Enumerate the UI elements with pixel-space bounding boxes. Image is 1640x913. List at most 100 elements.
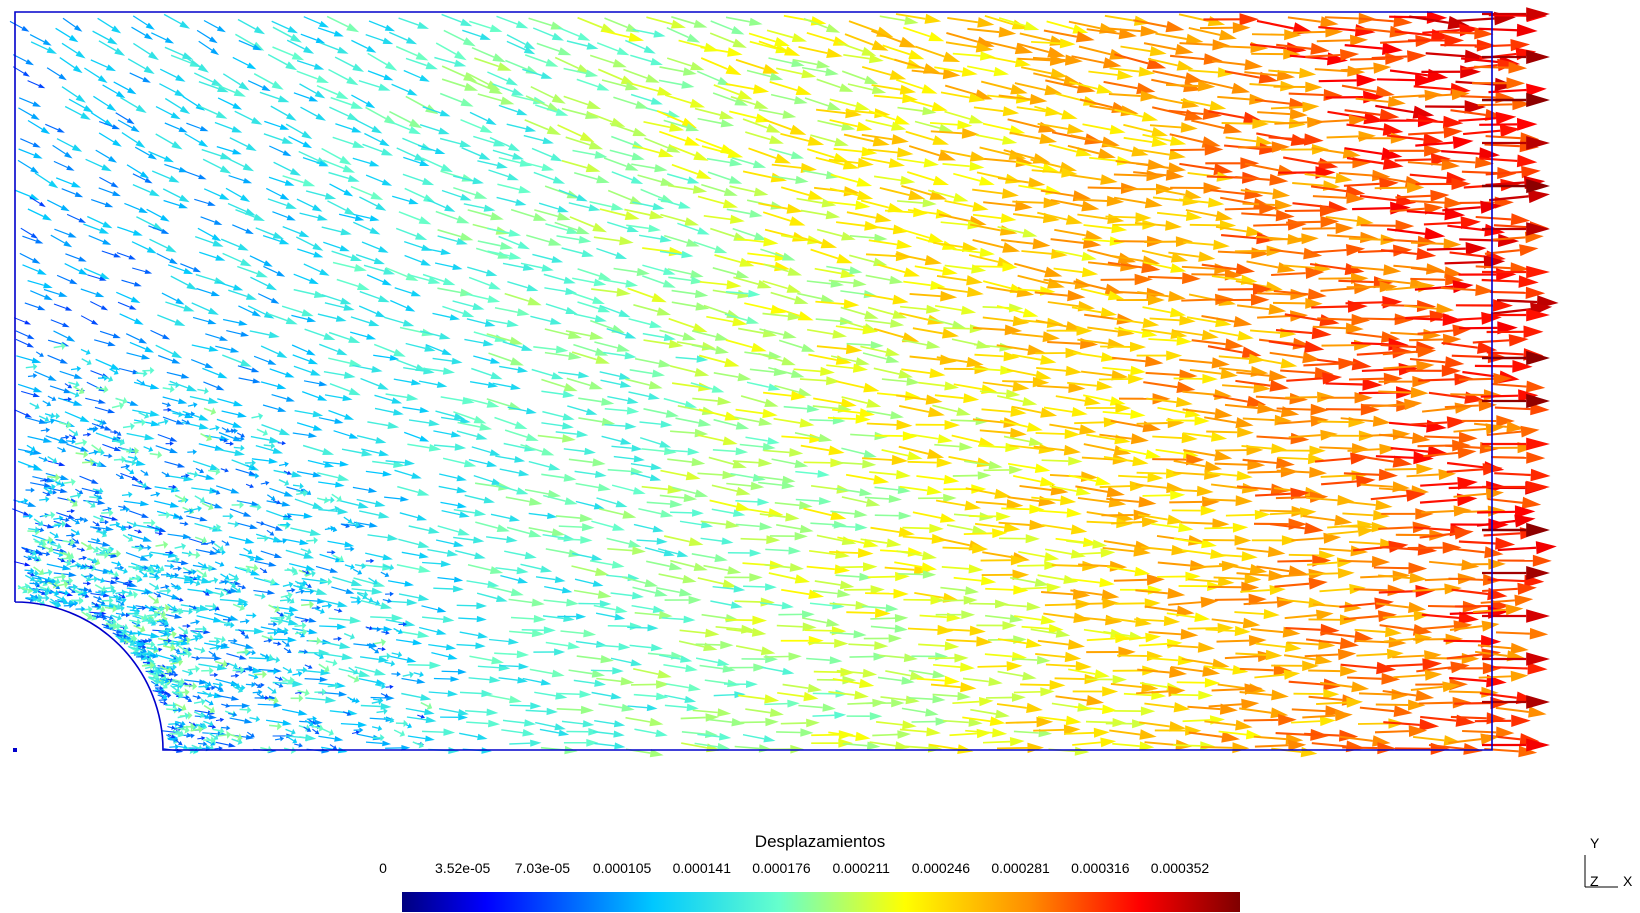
- vector-arrow-shaft: [495, 567, 518, 572]
- vector-arrow-head: [855, 200, 871, 210]
- vector-arrow-head: [1197, 80, 1216, 92]
- vector-arrow-shaft: [427, 548, 448, 554]
- vector-arrow-head: [242, 163, 255, 172]
- vector-arrow-shaft: [366, 274, 384, 283]
- vector-arrow-head: [1096, 84, 1113, 94]
- vector-arrow-head: [80, 112, 91, 120]
- vector-arrow-head: [418, 594, 430, 602]
- vector-arrow-head: [894, 115, 910, 125]
- vector-arrow-shaft: [453, 175, 474, 182]
- vector-arrow-shaft: [303, 16, 321, 25]
- vector-arrow-shaft: [156, 591, 173, 598]
- vector-arrow-head: [1061, 167, 1078, 178]
- vector-arrow-head: [548, 237, 562, 246]
- vector-arrow-shaft: [384, 316, 404, 324]
- vector-arrow-head: [358, 670, 371, 678]
- vector-arrow-shaft: [1068, 668, 1096, 675]
- vector-arrow-head: [968, 114, 984, 124]
- vector-arrow-shaft: [422, 561, 442, 565]
- vector-arrow-shaft: [360, 656, 379, 661]
- vector-arrow-shaft: [146, 208, 162, 218]
- vector-arrow-shaft: [636, 539, 657, 543]
- vector-arrow-shaft: [467, 78, 491, 90]
- vector-arrow-head: [1064, 651, 1082, 663]
- vector-arrow-shaft: [541, 390, 564, 395]
- vector-arrow-shaft: [228, 536, 246, 542]
- vector-arrow-head: [1520, 425, 1540, 438]
- vector-arrow-head: [594, 150, 608, 159]
- vector-arrow-shaft: [943, 327, 970, 330]
- vector-arrow-shaft: [1189, 368, 1222, 375]
- vector-arrow-head: [272, 232, 284, 239]
- vector-arrow-head: [333, 30, 344, 37]
- vector-arrow-head: [1176, 381, 1196, 393]
- vector-arrow-shaft: [1173, 459, 1206, 468]
- vector-arrow-shaft: [1034, 105, 1063, 116]
- vector-arrow-head: [808, 635, 824, 646]
- vector-arrow-shaft: [867, 148, 898, 154]
- vector-arrow-shaft: [1440, 158, 1476, 164]
- vector-arrow-shaft: [434, 56, 456, 65]
- vector-arrow-head: [139, 555, 149, 561]
- vector-arrow-shaft: [1081, 456, 1113, 461]
- vector-arrow-head: [1096, 380, 1113, 391]
- vector-arrow-shaft: [1254, 744, 1289, 748]
- vector-arrow-shaft: [1143, 261, 1172, 269]
- vector-arrow-head: [337, 507, 349, 515]
- vector-arrow-shaft: [1142, 133, 1172, 142]
- vector-arrow-shaft: [259, 91, 280, 100]
- vector-arrow-shaft: [458, 617, 477, 620]
- vector-arrow-shaft: [730, 472, 754, 479]
- vector-arrow-head: [1036, 655, 1051, 665]
- vector-arrow-head: [686, 238, 700, 247]
- vector-arrow-shaft: [218, 431, 235, 439]
- vector-arrow-head: [1165, 220, 1182, 231]
- vector-arrow-shaft: [1393, 674, 1426, 679]
- vector-arrow-shaft: [293, 288, 315, 296]
- vector-arrow-head: [925, 394, 943, 405]
- vector-arrow-head: [1241, 581, 1260, 593]
- vector-arrow-head: [1392, 570, 1411, 582]
- vector-arrow-shaft: [841, 396, 868, 405]
- vector-arrow-shaft: [1205, 628, 1236, 632]
- vector-arrow-shaft: [812, 589, 838, 595]
- vector-arrow-shaft: [53, 330, 68, 339]
- vector-arrow-head: [1026, 602, 1041, 611]
- vector-arrow-shaft: [1273, 289, 1309, 296]
- vector-arrow-head: [1356, 215, 1374, 227]
- vector-arrow-shaft: [1489, 290, 1526, 294]
- vector-arrow-head: [1166, 482, 1184, 494]
- vector-arrow-head: [904, 16, 919, 25]
- vector-arrow-head: [163, 155, 174, 163]
- vector-arrow-shaft: [575, 640, 597, 646]
- vector-arrow-head: [508, 638, 519, 645]
- vector-arrow-shaft: [758, 352, 783, 362]
- vector-arrow-shaft: [235, 629, 255, 632]
- vector-arrow-shaft: [359, 196, 378, 207]
- vector-arrow-head: [98, 399, 106, 404]
- vector-arrow-shaft: [606, 537, 630, 545]
- vector-arrow-shaft: [803, 461, 831, 464]
- vector-arrow-head: [1271, 689, 1289, 701]
- vector-arrow-head: [1518, 275, 1539, 288]
- vector-arrow-head: [961, 305, 977, 315]
- vector-arrow-head: [1510, 213, 1531, 226]
- vector-arrow-shaft: [638, 234, 661, 240]
- vector-arrow-shaft: [741, 507, 770, 514]
- vector-arrow-head: [1231, 82, 1251, 94]
- vector-arrow-head: [1360, 231, 1379, 244]
- vector-arrow-shaft: [1448, 690, 1482, 694]
- vector-arrow-shaft: [94, 339, 109, 345]
- vector-arrow-shaft: [1491, 308, 1532, 315]
- vector-arrow-shaft: [199, 657, 215, 659]
- vector-arrow-shaft: [1340, 525, 1372, 529]
- vector-arrow-shaft: [297, 248, 315, 256]
- vector-arrow-head: [243, 178, 253, 184]
- vector-arrow-head: [1446, 416, 1467, 429]
- vector-arrow-shaft: [127, 58, 146, 70]
- vector-arrow-head: [1319, 716, 1336, 727]
- vector-arrow-head: [462, 396, 475, 405]
- vector-arrow-head: [926, 485, 942, 496]
- vector-arrow-head: [113, 253, 121, 258]
- vector-arrow-shaft: [541, 473, 565, 479]
